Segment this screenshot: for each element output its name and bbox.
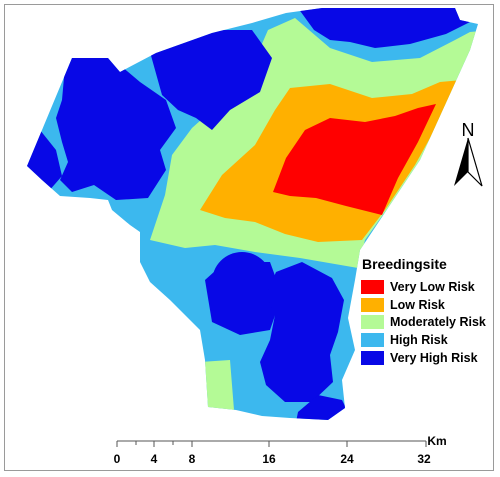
legend-title: Breedingsite	[362, 256, 447, 272]
very-high-risk-north	[150, 30, 272, 130]
north-arrow-label: N	[462, 120, 475, 140]
north-arrow: N	[454, 120, 483, 187]
very-high-risk-south	[260, 262, 344, 402]
very-high-risk-south-tip	[296, 395, 352, 420]
very-high-risk-northwest	[56, 55, 176, 200]
scale-tick-label: 16	[262, 452, 276, 466]
legend-label: Very Low Risk	[390, 279, 475, 294]
north-arrow-left-half	[454, 138, 468, 186]
scale-unit-label: Km	[427, 434, 446, 448]
legend-label: Low Risk	[390, 297, 445, 312]
very-low-risk-zone	[273, 104, 436, 215]
legend-item-low-risk: Low Risk	[361, 296, 486, 314]
legend-item-very-low-risk: Very Low Risk	[361, 278, 486, 296]
scale-bar	[116, 440, 427, 447]
scale-tick-label: 4	[151, 452, 158, 466]
legend-swatch	[361, 279, 384, 294]
legend: Breedingsite Very Low Risk Low Risk Mode…	[361, 256, 486, 367]
legend-label: Moderately Risk	[390, 315, 486, 330]
moderate-risk-strip	[200, 360, 234, 412]
legend-swatch	[361, 297, 384, 312]
legend-swatch	[361, 351, 384, 366]
very-high-risk-center	[205, 262, 282, 335]
legend-label: Very High Risk	[390, 351, 478, 366]
scale-tick-label: 32	[417, 452, 431, 466]
scale-tick-label: 8	[189, 452, 196, 466]
scale-bar-labels: 0 4 8 16 24 32 Km	[114, 434, 447, 466]
legend-item-high-risk: High Risk	[361, 331, 486, 349]
scale-tick-label: 24	[340, 452, 354, 466]
legend-label: High Risk	[390, 333, 448, 348]
very-high-risk-northeast	[298, 8, 470, 48]
legend-swatch	[361, 333, 384, 348]
scale-tick-label: 0	[114, 452, 121, 466]
legend-item-moderately-risk: Moderately Risk	[361, 314, 486, 332]
legend-item-very-high-risk: Very High Risk	[361, 349, 486, 367]
legend-swatch	[361, 315, 384, 330]
north-arrow-right-half	[467, 137, 483, 187]
